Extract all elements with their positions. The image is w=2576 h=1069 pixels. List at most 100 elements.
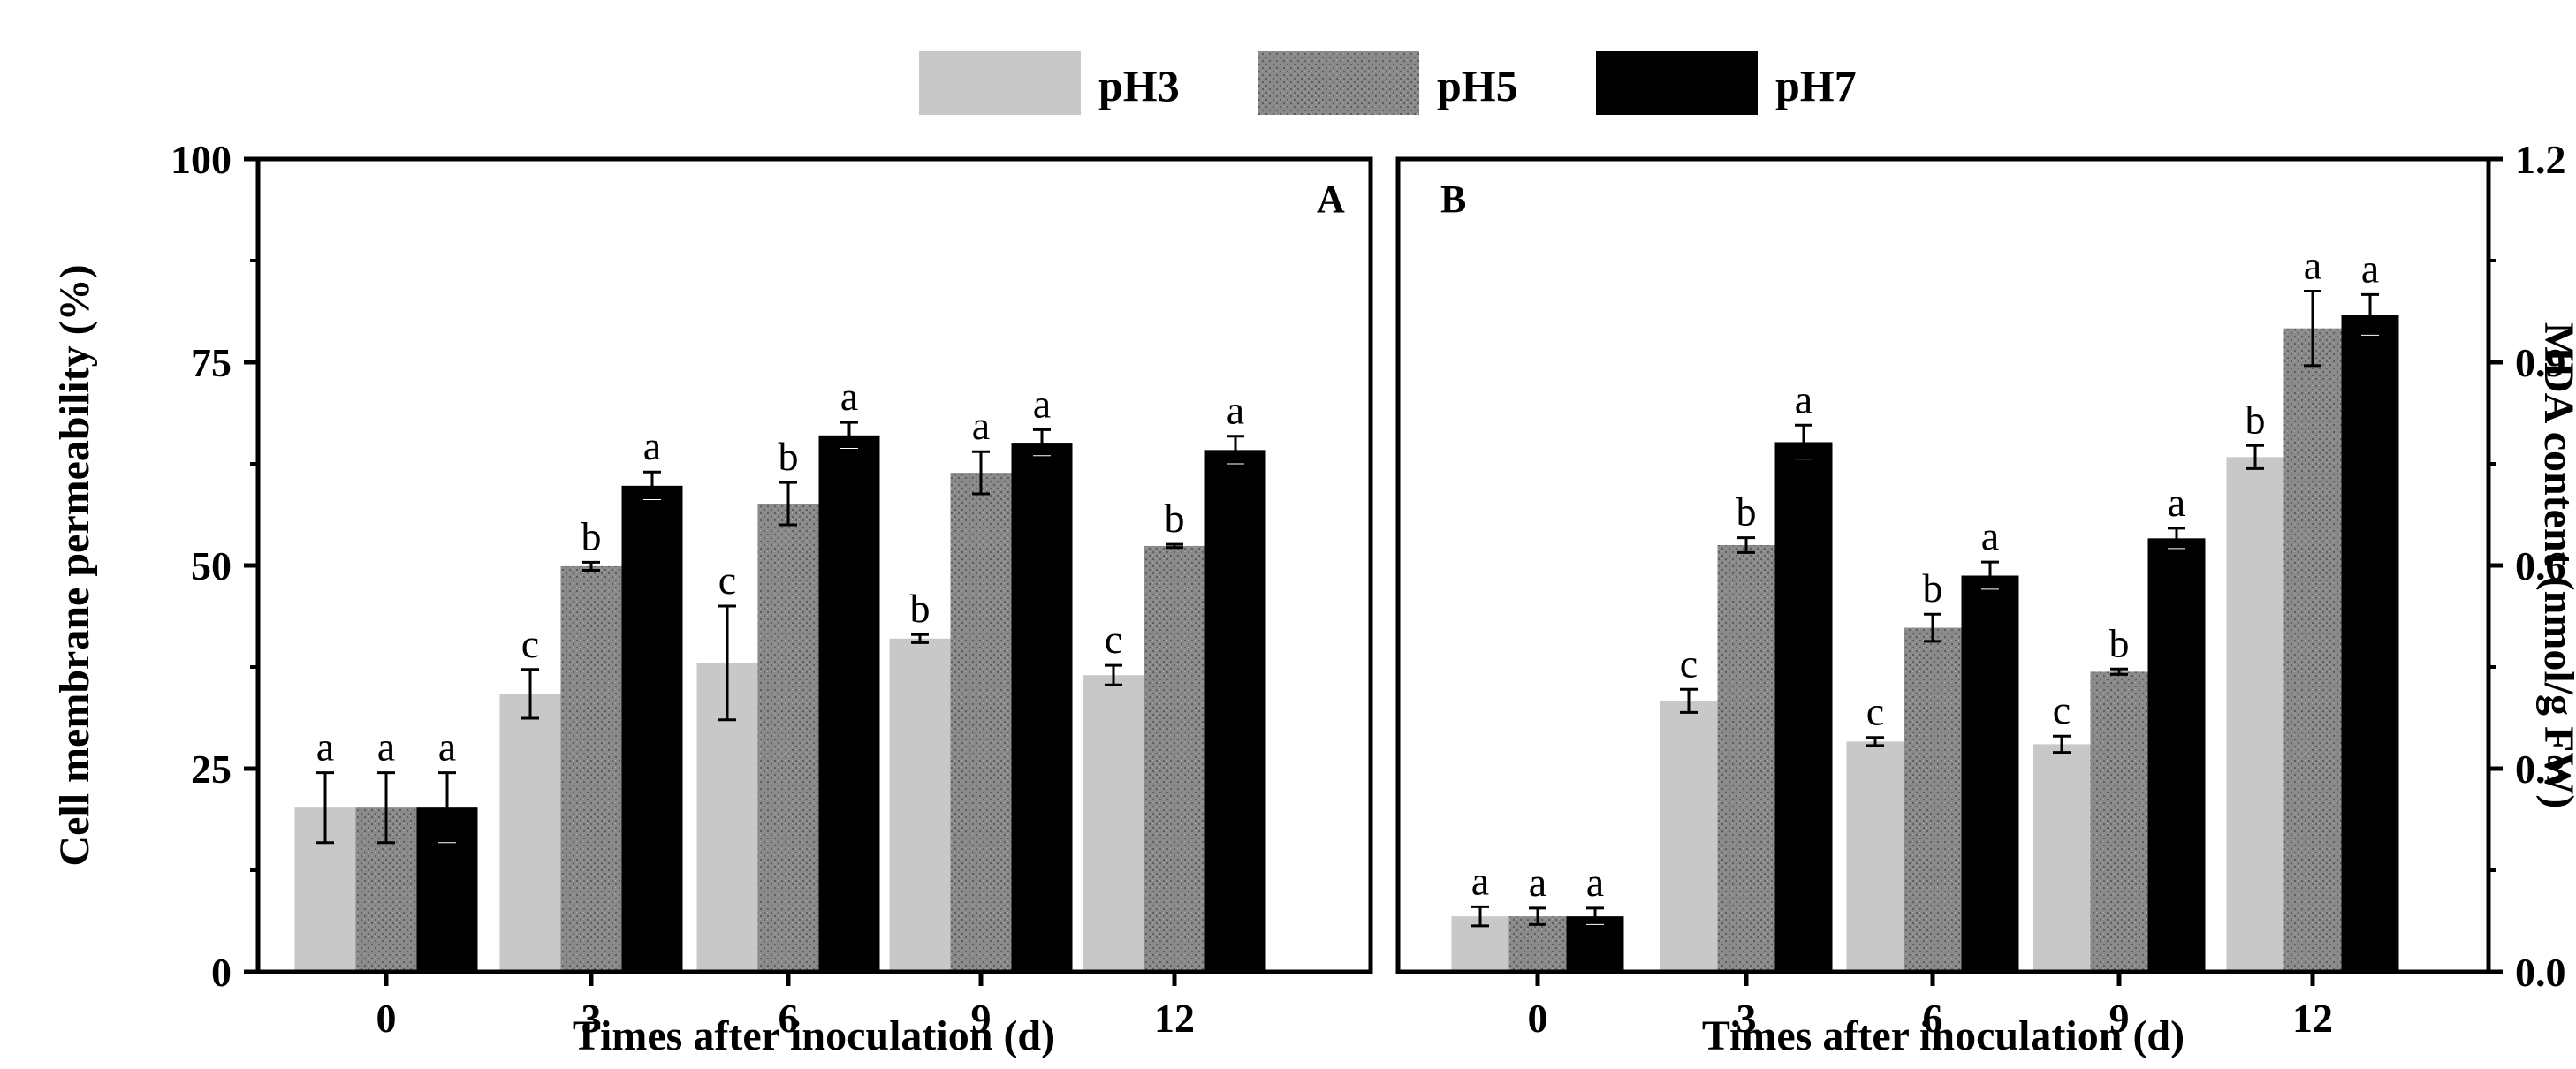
panel-b-ticks: 0.0 0.3 0.6 0.9 1.2 0 3 6 9 12: [1528, 137, 2566, 1041]
panel-a-bar-ph5-day-6: [757, 504, 819, 972]
panel-b-y-tick-label: 0.6: [2515, 543, 2566, 588]
legend-swatch-ph7: [1596, 51, 1758, 115]
panel-a-bar-ph7-day-3: [621, 485, 683, 972]
panel-a-error-bar-ph7-day-12: [1227, 435, 1244, 466]
panel-a-y-tick-label: 100: [171, 137, 232, 182]
panel-a-error-bar-ph7-day-9: [1033, 428, 1051, 458]
panel-a-x-tick-label: 12: [1154, 996, 1195, 1041]
panel-b-sig-letter-ph5-day-3: b: [1736, 489, 1757, 534]
panel-b-bar-ph3-day-3: [1660, 701, 1718, 972]
panel-b-sig-letter-ph3-day-3: c: [1680, 641, 1698, 686]
panel-b-bar-ph5-day-12: [2283, 328, 2342, 973]
panel-b-sig-letter-ph7-day-12: a: [2361, 246, 2379, 291]
panel-b-bar-ph7-day-6: [1961, 575, 2019, 972]
panel-a-x-tick-label: 6: [779, 996, 799, 1041]
panel-a-sig-letter-ph7-day-0: a: [438, 724, 456, 770]
panel-a-sig-letter-ph5-day-9: a: [972, 403, 990, 448]
legend-item-ph5: pH5: [1258, 51, 1518, 115]
panel-a-bar-ph5-day-12: [1144, 545, 1205, 972]
panel-a-error-bar-ph3-day-9: [911, 633, 929, 644]
panel-b-bar-ph3-day-12: [2226, 457, 2284, 972]
panel-a-bar-ph7-day-9: [1011, 443, 1073, 973]
panel-b-bar-ph7-day-3: [1774, 442, 1833, 972]
panel-b-bar-ph7-day-9: [2147, 538, 2206, 972]
legend-swatch-ph5: [1258, 51, 1419, 115]
panel-b-sig-letter-ph7-day-6: a: [1981, 513, 1999, 558]
panel-a-error-bar-ph5-day-0: [377, 771, 395, 845]
panel-b-sig-letter-ph5-day-9: b: [2109, 620, 2130, 665]
panel-a-ticks: 0 25 50 75 100 0 3 6 9 12: [171, 137, 1195, 1041]
panel-b-error-bar-ph7-day-3: [1795, 423, 1812, 461]
panel-a-x-tick-label: 9: [971, 996, 992, 1041]
panel-a-y-tick-label: 25: [191, 747, 232, 792]
panel-b-error-bar-ph5-day-0: [1529, 906, 1546, 926]
panel-b-error-bar-ph3-day-6: [1866, 736, 1884, 747]
panel-a-error-bar-ph7-day-0: [438, 771, 456, 845]
panel-a-sig-letter-ph5-day-0: a: [377, 724, 395, 770]
panel-b-x-tick-label: 6: [1923, 996, 1943, 1041]
panel-b-error-bar-ph7-day-6: [1981, 560, 1999, 591]
panel-b-error-bar-ph5-day-9: [2110, 667, 2128, 676]
panel-b-bar-ph3-day-9: [2033, 744, 2091, 972]
panel-a-bar-ph7-day-12: [1204, 450, 1266, 972]
panel-b-sig-letter-ph7-day-9: a: [2168, 480, 2185, 525]
panel-a-sig-letter-ph3-day-0: a: [316, 724, 334, 770]
panel-a-error-bar-ph7-day-3: [643, 470, 661, 501]
panel-a-y-tick-label: 75: [191, 340, 232, 385]
panel-b-y-tick-label: 0.0: [2515, 950, 2566, 995]
panel-b-y-tick-label: 0.3: [2515, 747, 2566, 792]
panel-b-error-bar-ph5-day-12: [2304, 290, 2321, 368]
panel-a-sig-letter-ph5-day-6: b: [779, 434, 799, 479]
panel-b-bar-ph5-day-9: [2090, 671, 2148, 972]
legend-item-ph7: pH7: [1596, 51, 1857, 115]
panel-a-error-bar-ph5-day-6: [779, 481, 797, 527]
panel-b-sig-letter-ph5-day-6: b: [1923, 565, 1943, 610]
panel-a-error-bar-ph5-day-12: [1166, 542, 1183, 550]
legend-swatch-ph3: [919, 51, 1081, 115]
panel-a-bar-ph7-day-6: [818, 435, 880, 972]
legend-label-ph5: pH5: [1437, 61, 1518, 110]
panel-a-x-axis-title: Times after inoculation (d): [573, 1012, 1055, 1059]
panel-b-error-bar-ph3-day-3: [1680, 687, 1698, 714]
panel-a-y-axis-title: Cell membrane permeability (%): [51, 264, 98, 866]
panel-b-error-bar-ph7-day-9: [2168, 527, 2185, 550]
panel-a-label: A: [1317, 178, 1345, 221]
panel-a-bar-ph3-day-9: [889, 638, 951, 972]
panel-a-y-tick-label: 50: [191, 543, 232, 588]
panel-a-bar-ph3-day-12: [1083, 675, 1144, 972]
panel-b-x-tick-label: 9: [2109, 996, 2130, 1041]
panel-b-error-bar-ph3-day-12: [2246, 444, 2264, 470]
panel-b-y-tick-label: 0.9: [2515, 340, 2566, 385]
panel-b-sig-letter-ph3-day-9: c: [2053, 687, 2071, 732]
panel-a-sig-letter-ph7-day-9: a: [1033, 381, 1051, 426]
panel-b-x-tick-label: 0: [1528, 996, 1548, 1041]
panel-b-bar-ph3-day-6: [1846, 741, 1904, 972]
panel-b-bar-ph5-day-3: [1717, 545, 1775, 972]
panel-a-sig-letter-ph5-day-3: b: [581, 513, 602, 558]
panel-a-x-tick-label: 0: [376, 996, 397, 1041]
legend: pH3 pH5 pH7: [919, 51, 1857, 115]
legend-item-ph3: pH3: [919, 51, 1180, 115]
panel-b-sig-letter-ph5-day-0: a: [1529, 860, 1546, 905]
panel-a-sig-letter-ph3-day-9: b: [910, 586, 931, 631]
panel-b-x-tick-label: 12: [2292, 996, 2333, 1041]
panel-b-bar-ph7-day-12: [2341, 315, 2399, 972]
panel-b-error-bar-ph5-day-6: [1924, 612, 1941, 643]
panel-a-sig-letter-ph3-day-12: c: [1105, 617, 1122, 662]
panel-b-error-bar-ph7-day-0: [1586, 906, 1604, 926]
panel-a-sig-letter-ph7-day-3: a: [643, 423, 661, 468]
panel-b-error-bar-ph7-day-12: [2361, 292, 2379, 337]
legend-label-ph3: pH3: [1098, 61, 1180, 110]
panel-a-bar-ph3-day-3: [499, 694, 561, 972]
panel-b-error-bar-ph3-day-9: [2053, 734, 2071, 754]
panel-a-error-bar-ph3-day-0: [316, 771, 334, 845]
panel-b-sig-letter-ph3-day-6: c: [1866, 689, 1884, 734]
panel-a-error-bar-ph5-day-9: [972, 450, 990, 496]
panel-a-error-bar-ph7-day-6: [840, 421, 858, 451]
panel-a-error-bar-ph5-day-3: [582, 560, 600, 572]
panel-b-y-axis-title: MDA content (nmol/g FW): [2535, 322, 2576, 809]
